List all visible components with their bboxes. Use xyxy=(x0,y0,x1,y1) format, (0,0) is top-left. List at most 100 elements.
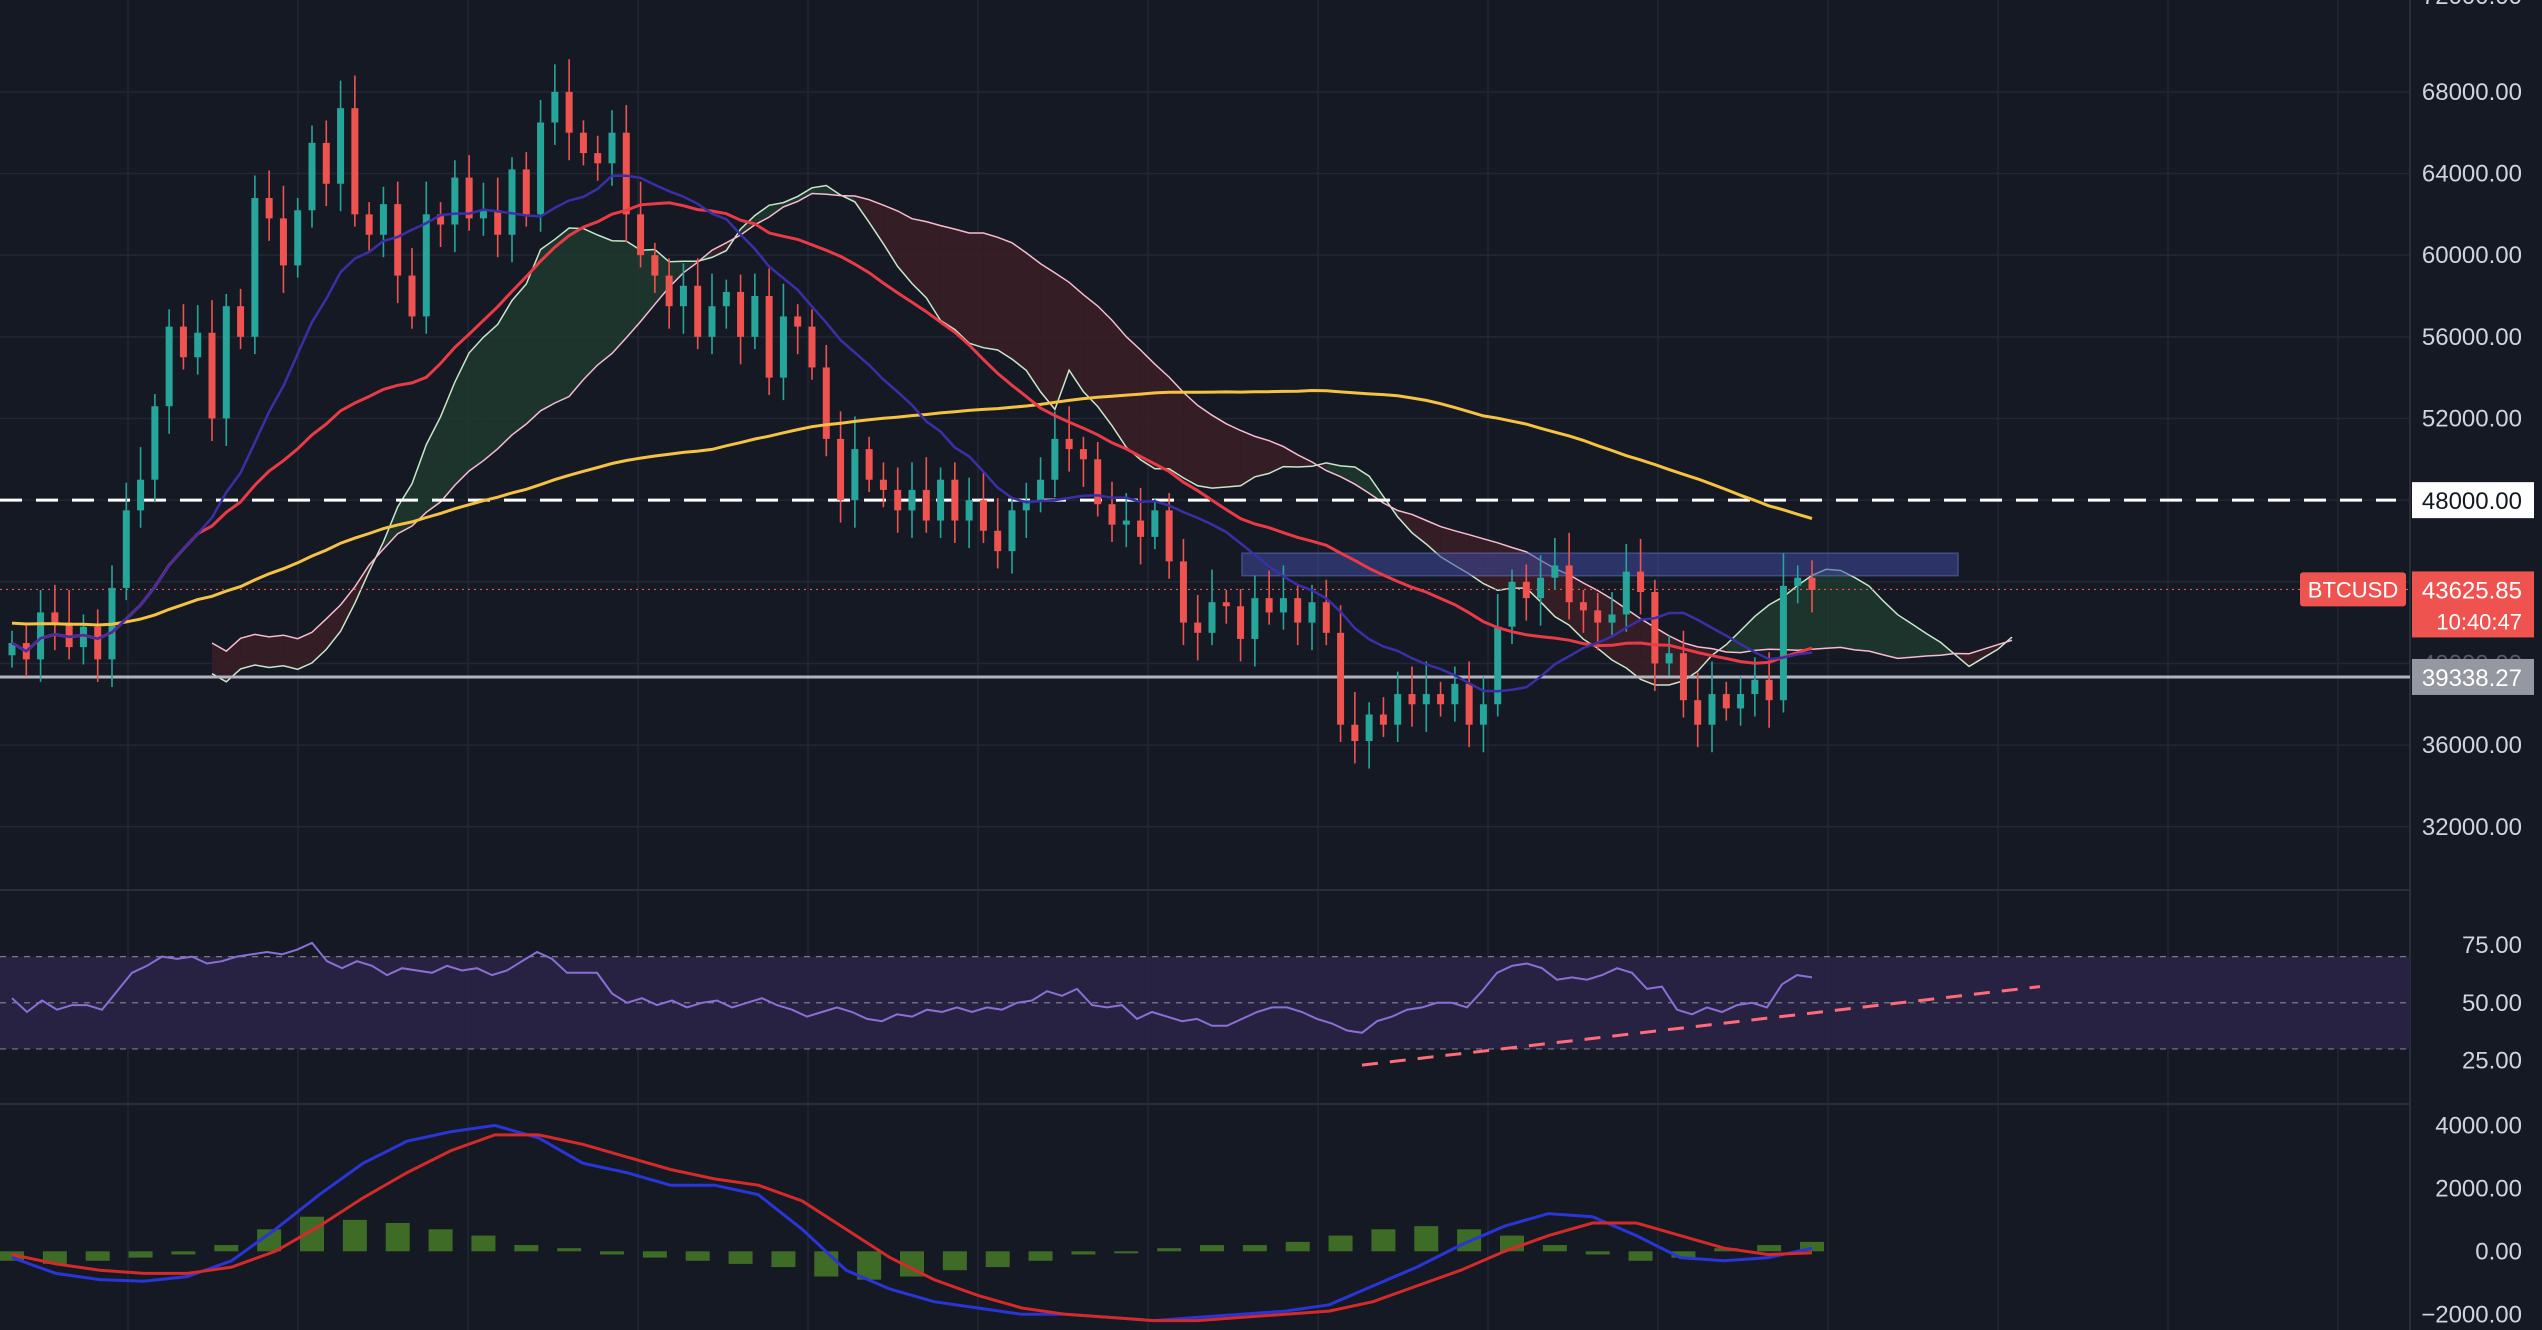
candle-body xyxy=(937,479,945,521)
candlesticks xyxy=(8,59,1816,769)
cloud-segment xyxy=(1354,467,1370,494)
candle-body xyxy=(365,214,373,235)
cloud-segment xyxy=(983,233,998,350)
candle-body xyxy=(1065,438,1073,450)
cloud-segment xyxy=(1554,568,1570,626)
price-axis[interactable]: 68000.00 64000.00 60000.00 56000.00 52000.00… xyxy=(2300,0,2542,1330)
cloud-segment xyxy=(1869,586,1884,655)
cloud-segment xyxy=(783,196,798,207)
cloud-segment xyxy=(1854,577,1870,652)
macd-hist-bar xyxy=(42,1251,67,1264)
cloud-segment xyxy=(512,283,527,435)
cloud-segment xyxy=(769,202,784,218)
macd-hist-bar xyxy=(1542,1245,1567,1252)
candle-body xyxy=(1694,700,1702,725)
candle-body xyxy=(208,332,216,419)
cloud-segment xyxy=(1283,446,1298,468)
candle-body xyxy=(1579,602,1587,611)
candle-body xyxy=(922,489,930,521)
candle-body xyxy=(1779,585,1787,701)
candle-body xyxy=(1151,510,1159,537)
candle-body xyxy=(422,214,430,317)
macd-tick-label: 0.00 xyxy=(2475,1238,2522,1265)
candle-body xyxy=(1194,622,1202,633)
cloud-segment xyxy=(612,240,627,354)
cloud-segment xyxy=(1912,623,1927,658)
macd-hist-bar xyxy=(1585,1251,1610,1255)
macd-hist-bar xyxy=(685,1251,710,1261)
candle-body xyxy=(1279,598,1287,613)
cloud-segment xyxy=(912,218,927,298)
candle-body xyxy=(394,204,402,276)
candle-body xyxy=(1322,602,1330,633)
cloud-segment xyxy=(1340,465,1355,485)
symbol-badge xyxy=(2300,572,2406,607)
candle-body xyxy=(865,449,873,480)
candle-body xyxy=(222,306,230,419)
macd-hist-bar xyxy=(557,1248,582,1252)
macd-hist-bar xyxy=(85,1251,110,1261)
cloud-segment xyxy=(1426,520,1441,557)
cloud-segment xyxy=(1097,306,1112,426)
cloud-segment xyxy=(1926,633,1941,656)
macd-signal-line xyxy=(11,1133,1813,1323)
candle-body xyxy=(1465,683,1473,725)
level-label-box xyxy=(2412,658,2534,695)
macd-pane xyxy=(0,1123,1824,1323)
cloud-span-b xyxy=(211,192,2013,660)
candle-body xyxy=(822,367,830,439)
macd-tick-label: 4000.00 xyxy=(2435,1112,2522,1139)
macd-hist-bar xyxy=(214,1245,239,1252)
cloud-segment xyxy=(869,199,884,244)
candle-body xyxy=(94,626,102,660)
candle-body xyxy=(194,332,202,358)
cloud-segment xyxy=(469,337,484,472)
price-tick-label: 72000.00 xyxy=(2422,0,2522,10)
macd-hist-bar xyxy=(1800,1241,1824,1252)
cloud-segment xyxy=(340,586,355,632)
cloud-segment xyxy=(1983,644,1998,658)
rsi-tick-label: 25.00 xyxy=(2462,1047,2522,1074)
candle-body xyxy=(537,122,545,215)
cloud-segment xyxy=(1297,454,1312,468)
candle-body xyxy=(1522,581,1530,599)
candle-body xyxy=(694,285,702,337)
candle-body xyxy=(322,142,330,184)
last-price-label: 43625.85 xyxy=(2422,577,2522,604)
bar-countdown: 10:40:47 xyxy=(2436,609,2522,634)
price-levels[interactable] xyxy=(0,498,2410,679)
cloud-segment xyxy=(440,381,455,502)
candle-body xyxy=(1494,626,1502,705)
candle-body xyxy=(1622,571,1630,615)
cloud-segment xyxy=(626,241,641,338)
macd-hist-bar xyxy=(728,1251,753,1264)
candle-body xyxy=(1765,679,1773,701)
cloud-segment xyxy=(1812,569,1827,650)
cloud-segment xyxy=(254,634,270,668)
cloud-segment xyxy=(740,215,755,235)
candle-body xyxy=(1537,577,1545,599)
candle-body xyxy=(494,210,502,235)
macd-hist-bar xyxy=(342,1219,367,1252)
candle-body xyxy=(251,198,259,337)
candle-body xyxy=(579,132,587,154)
cloud-segment xyxy=(240,634,255,669)
candle-body xyxy=(351,108,359,215)
macd-hist-bar xyxy=(385,1223,410,1252)
macd-hist-bar xyxy=(514,1245,539,1252)
cloud-segment xyxy=(640,249,655,322)
candle-body xyxy=(1651,592,1659,664)
macd-hist-bar xyxy=(471,1235,496,1252)
candle-body xyxy=(1294,598,1302,623)
candle-body xyxy=(894,489,902,511)
candle-body xyxy=(1608,614,1616,623)
ma-50-line xyxy=(11,201,1813,665)
cloud-segment xyxy=(583,228,598,380)
macd-hist-bar xyxy=(857,1251,882,1280)
macd-hist-bar xyxy=(171,1251,196,1255)
candle-body xyxy=(1337,632,1345,725)
cloud-segment xyxy=(297,632,312,670)
cloud-segment xyxy=(426,416,441,513)
candle-body xyxy=(294,210,302,266)
